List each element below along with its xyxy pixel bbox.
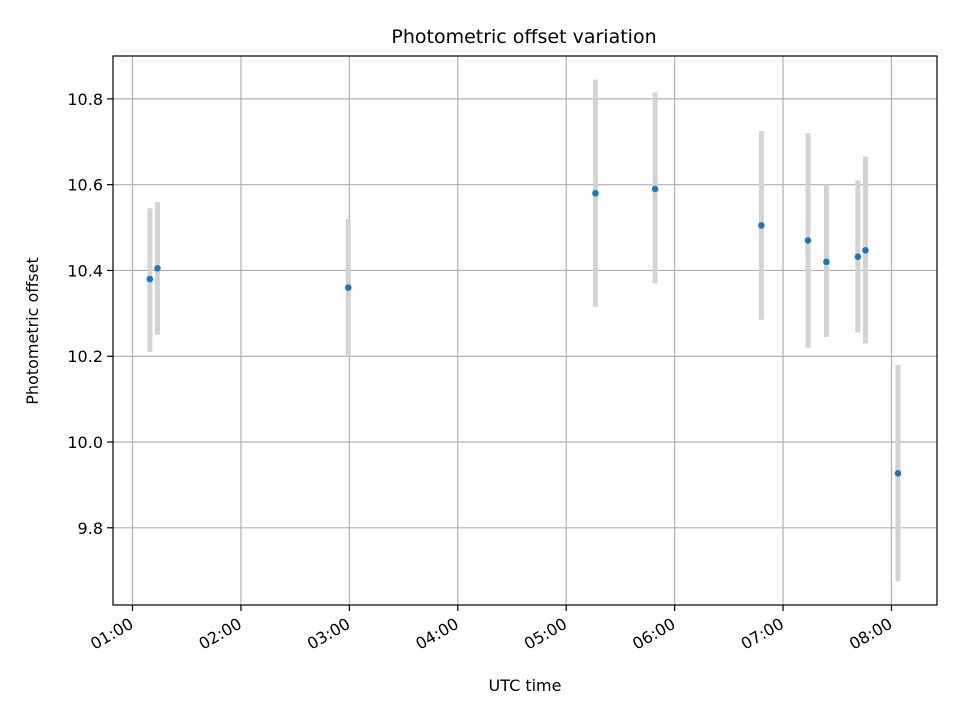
data-point	[894, 470, 902, 477]
x-axis-ticks: 01:00 02:00 03:00 04:00 05:00 06:00 07:00 08:00	[87, 605, 895, 654]
y-tick-label: 10.2	[67, 347, 103, 366]
y-tick-label: 10.4	[67, 261, 103, 280]
x-tick-label: 02:00	[196, 614, 245, 654]
x-tick-label: 06:00	[629, 614, 678, 654]
grid-lines	[113, 56, 937, 605]
x-tick-label: 08:00	[846, 614, 895, 654]
data-point	[804, 237, 812, 244]
x-tick-label: 05:00	[521, 614, 570, 654]
data-point	[823, 258, 830, 266]
y-tick-label: 10.0	[67, 433, 103, 452]
y-axis-ticks: 9.8 10.0 10.2 10.4 10.6 10.8	[67, 90, 113, 538]
x-axis-label: UTC time	[489, 676, 562, 695]
x-tick-label: 01:00	[87, 614, 136, 654]
x-tick-label: 07:00	[738, 614, 787, 654]
y-tick-label: 10.6	[67, 176, 103, 195]
y-axis-label: Photometric offset	[23, 257, 42, 405]
data-point	[344, 284, 352, 291]
chart-title: Photometric offset variation	[391, 26, 656, 48]
error-bars	[147, 79, 901, 582]
data-point	[154, 265, 161, 272]
x-tick-label: 04:00	[412, 614, 461, 654]
x-tick-label: 03:00	[304, 614, 353, 654]
data-point	[758, 222, 765, 229]
plot-frame	[112, 55, 938, 606]
data-point	[146, 275, 154, 283]
data-points	[146, 185, 902, 477]
y-tick-label: 9.8	[78, 519, 103, 538]
data-point	[651, 185, 659, 193]
data-point	[592, 189, 599, 197]
y-tick-label: 10.8	[67, 90, 103, 109]
data-point	[862, 246, 869, 254]
data-point	[854, 253, 862, 261]
